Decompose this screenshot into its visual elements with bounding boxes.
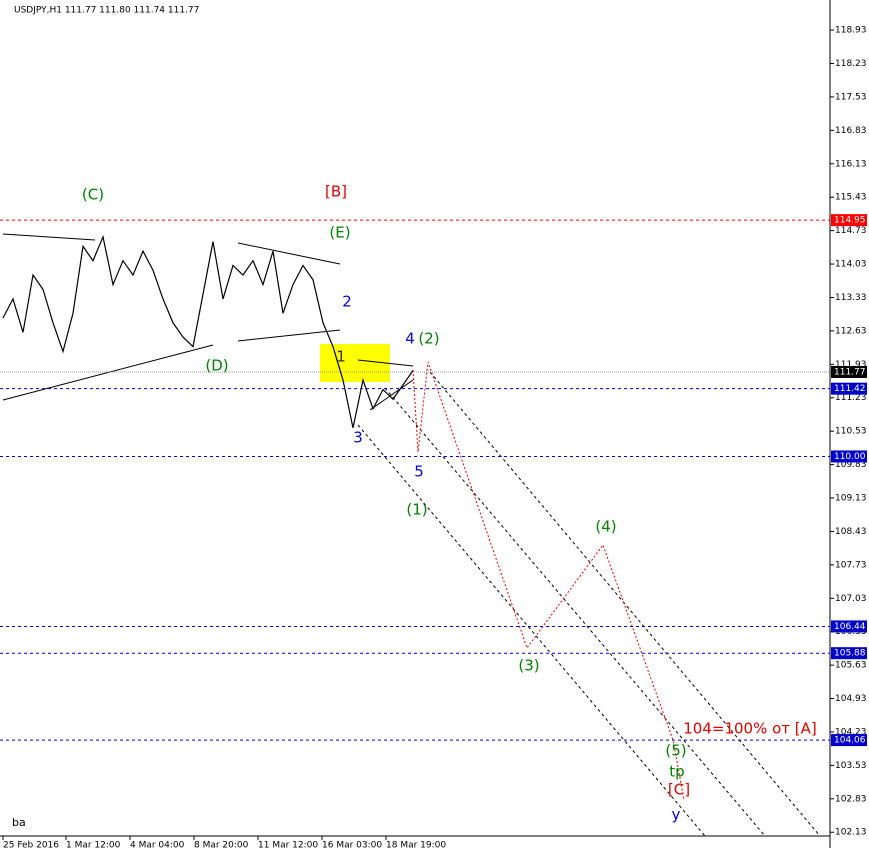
wave-label: 4 (405, 330, 415, 348)
chart-title: USDJPY,H1 111.77 111.80 111.74 111.77 (14, 6, 199, 16)
x-tick-label: 8 Mar 20:00 (194, 841, 249, 851)
y-tick-label: 112.63 (835, 326, 867, 336)
y-tick-label: 111.93 (835, 360, 867, 370)
wave-label: (C) (82, 186, 104, 204)
wave-label: (4) (595, 518, 616, 536)
level-label: 105.88 (834, 649, 866, 659)
y-tick-label: 118.93 (835, 26, 867, 36)
x-tick-label: 18 Mar 19:00 (386, 841, 446, 851)
level-label-bg (831, 734, 867, 747)
y-tick-label: 107.03 (835, 594, 867, 604)
y-tick-label: 117.53 (835, 92, 867, 102)
y-tick-label: 104.23 (835, 727, 867, 737)
y-tick-label: 109.13 (835, 494, 867, 504)
wave-label: y (672, 806, 681, 824)
wave-label: [B] (325, 183, 347, 201)
level-label-bg (831, 647, 867, 660)
wave-label: 104=100% от [A] (683, 720, 817, 738)
level-label: 114.95 (834, 216, 866, 226)
wave-label: (5) (665, 742, 686, 760)
y-tick-label: 111.23 (835, 393, 867, 403)
y-tick-label: 118.23 (835, 59, 867, 69)
x-tick-label: 1 Mar 12:00 (66, 841, 121, 851)
wave-label: 3 (353, 429, 363, 447)
channel-lines (357, 371, 821, 837)
y-tick-label: 114.73 (835, 226, 867, 236)
wave-label: (3) (518, 657, 539, 675)
level-label: 111.42 (834, 384, 866, 394)
wave-label: 5 (414, 463, 424, 481)
wave-label: (E) (329, 224, 350, 242)
x-tick-label: 4 Mar 04:00 (130, 841, 185, 851)
trendlines (2, 233, 414, 411)
y-tick-label: 107.73 (835, 560, 867, 570)
y-tick-label: 102.83 (835, 794, 867, 804)
y-tick-label: 105.63 (835, 661, 867, 671)
level-label: 106.44 (834, 622, 866, 632)
wave-label: tp (669, 763, 684, 781)
y-tick-label: 102.13 (835, 828, 867, 838)
y-tick-label: 109.83 (835, 460, 867, 470)
x-tick-label: 16 Mar 03:00 (322, 841, 382, 851)
y-tick-label: 116.83 (835, 126, 867, 136)
y-tick-label: 116.13 (835, 159, 867, 169)
y-tick-label: 113.33 (835, 293, 867, 303)
wave-label: [C] (668, 781, 690, 799)
y-tick-label: 110.53 (835, 427, 867, 437)
current-price-label: 111.77 (834, 367, 866, 377)
level-label-bg (831, 214, 867, 227)
y-tick-label: 115.43 (835, 193, 867, 203)
level-label-bg (831, 450, 867, 463)
current-price-bg (831, 365, 867, 378)
level-label: 110.00 (834, 452, 866, 462)
wave-label: (2) (418, 330, 439, 348)
x-tick-label: 11 Mar 12:00 (258, 841, 318, 851)
y-tick-label: 108.43 (835, 527, 867, 537)
y-tick-label: 104.93 (835, 694, 867, 704)
wave-label: 1 (336, 348, 346, 366)
footer-label: ba (12, 816, 26, 829)
y-tick-label: 103.53 (835, 761, 867, 771)
x-tick-label: 25 Feb 2016 (3, 841, 59, 851)
wave-label: 2 (342, 293, 352, 311)
level-label: 104.06 (834, 736, 866, 746)
highlight-box (320, 344, 390, 382)
level-label-bg (831, 620, 867, 633)
y-tick-label: 114.03 (835, 260, 867, 270)
wave-label: (1) (406, 501, 427, 519)
price-line (2, 234, 414, 428)
wave-label: (D) (205, 357, 228, 375)
level-label-bg (831, 382, 867, 395)
